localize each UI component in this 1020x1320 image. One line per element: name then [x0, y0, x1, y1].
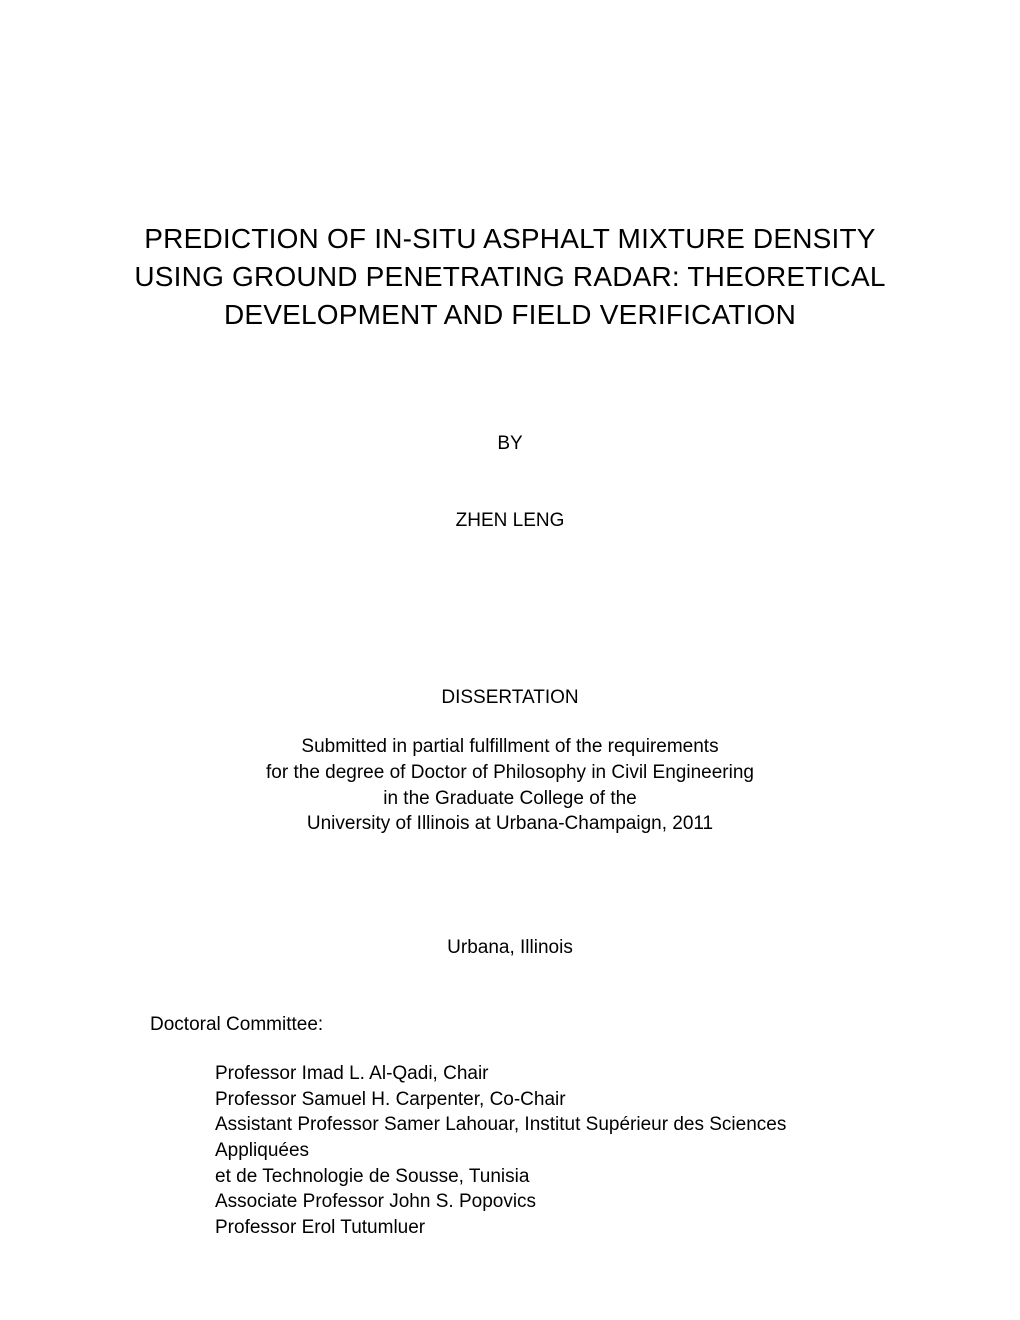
- committee-member: Professor Erol Tutumluer: [215, 1215, 860, 1241]
- submission-line-1: Submitted in partial fulfillment of the …: [120, 734, 900, 760]
- committee-label: Doctoral Committee:: [150, 1014, 900, 1036]
- by-label: BY: [120, 433, 900, 455]
- submission-line-2: for the degree of Doctor of Philosophy i…: [120, 760, 900, 786]
- title-line-3: DEVELOPMENT AND FIELD VERIFICATION: [120, 296, 900, 334]
- title-line-2: USING GROUND PENETRATING RADAR: THEORETI…: [120, 258, 900, 296]
- submission-line-4: University of Illinois at Urbana-Champai…: [120, 811, 900, 837]
- committee-member: Professor Imad L. Al-Qadi, Chair: [215, 1061, 860, 1087]
- committee-member: Associate Professor John S. Popovics: [215, 1189, 860, 1215]
- submission-line-3: in the Graduate College of the: [120, 786, 900, 812]
- location: Urbana, Illinois: [120, 937, 900, 959]
- committee-member: Professor Samuel H. Carpenter, Co-Chair: [215, 1087, 860, 1113]
- committee-member: et de Technologie de Sousse, Tunisia: [215, 1164, 860, 1190]
- submission-block: Submitted in partial fulfillment of the …: [120, 734, 900, 837]
- committee-member: Assistant Professor Samer Lahouar, Insti…: [215, 1112, 860, 1163]
- title-line-1: PREDICTION OF IN-SITU ASPHALT MIXTURE DE…: [120, 220, 900, 258]
- committee-list: Professor Imad L. Al-Qadi, Chair Profess…: [215, 1061, 900, 1240]
- dissertation-label: DISSERTATION: [120, 687, 900, 709]
- dissertation-title: PREDICTION OF IN-SITU ASPHALT MIXTURE DE…: [120, 220, 900, 333]
- author-name: ZHEN LENG: [120, 510, 900, 532]
